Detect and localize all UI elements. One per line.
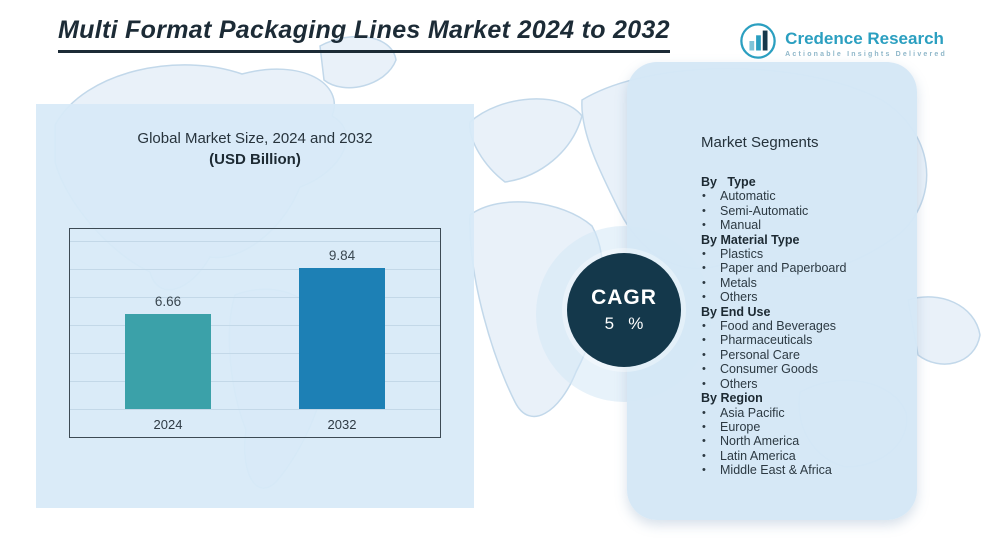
- segment-item-label: Europe: [720, 419, 761, 434]
- bullet-icon: •: [702, 291, 706, 304]
- bar: [299, 268, 385, 409]
- bullet-icon: •: [702, 262, 706, 275]
- segment-item: • Asia Pacific: [701, 406, 897, 420]
- brand-tagline: Actionable Insights Delivered: [785, 50, 947, 58]
- bullet-icon: •: [702, 464, 706, 477]
- page-title: Multi Format Packaging Lines Market 2024…: [58, 16, 670, 53]
- bar-column: 6.66: [125, 294, 211, 409]
- segment-item-label: Paper and Paperboard: [720, 261, 847, 276]
- bar-value-label: 6.66: [154, 294, 182, 309]
- segment-item: • North America: [701, 434, 897, 448]
- bullet-icon: •: [702, 219, 706, 232]
- segment-item: • Personal Care: [701, 348, 897, 362]
- segment-item: • Others: [701, 290, 897, 304]
- segment-item: • Pharmaceuticals: [701, 333, 897, 347]
- segment-item: • Middle East & Africa: [701, 463, 897, 477]
- market-size-panel: Global Market Size, 2024 and 2032 (USD B…: [36, 104, 474, 508]
- bar-chart: 6.66 9.84 2024 2032: [69, 228, 441, 438]
- x-axis-label: 2024: [153, 417, 183, 432]
- x-axis-label: 2032: [327, 417, 357, 432]
- segment-item-label: Personal Care: [720, 347, 800, 362]
- bullet-icon: •: [702, 449, 706, 462]
- chart-title: Global Market Size, 2024 and 2032: [137, 130, 373, 147]
- brand-name: Credence Research: [785, 28, 944, 48]
- segment-item-label: Others: [720, 290, 758, 305]
- bar-chart-logo-icon: [739, 22, 777, 65]
- segment-item-label: Automatic: [720, 189, 776, 204]
- segment-item-label: Asia Pacific: [720, 405, 785, 420]
- x-axis-labels: 2024 2032: [70, 417, 440, 432]
- segment-item: • Food and Beverages: [701, 319, 897, 333]
- bullet-icon: •: [702, 190, 706, 203]
- bullet-icon: •: [702, 435, 706, 448]
- segment-item-label: North America: [720, 434, 800, 449]
- bullet-icon: •: [702, 420, 706, 433]
- segment-item: • Manual: [701, 218, 897, 232]
- cagr-label: CAGR: [591, 286, 657, 309]
- segment-item-label: Semi-Automatic: [720, 203, 809, 218]
- brand-text: Credence Research Actionable Insights De…: [785, 28, 947, 58]
- segment-group-heading: By End Use: [701, 304, 771, 319]
- segment-item: • Europe: [701, 420, 897, 434]
- bullet-icon: •: [702, 276, 706, 289]
- segment-item-label: Latin America: [720, 448, 796, 463]
- cagr-value: 5 %: [604, 314, 644, 333]
- segment-item: • Others: [701, 377, 897, 391]
- segment-item-label: Metals: [720, 275, 757, 290]
- bullet-icon: •: [702, 204, 706, 217]
- bullet-icon: •: [702, 348, 706, 361]
- segment-item: • Metals: [701, 276, 897, 290]
- segment-item-label: Others: [720, 376, 758, 391]
- brand-logo: Credence Research Actionable Insights De…: [739, 22, 947, 65]
- segment-group-heading: By Region: [701, 391, 763, 406]
- segment-item: • Paper and Paperboard: [701, 261, 897, 275]
- segment-item: • Consumer Goods: [701, 362, 897, 376]
- bar-value-label: 9.84: [328, 248, 356, 263]
- segment-item-label: Plastics: [720, 247, 764, 262]
- segment-groups: By Type • Automatic • Semi-Automatic • Manual B…: [701, 175, 897, 478]
- bullet-icon: •: [702, 320, 706, 333]
- segment-group-heading: By Material Type: [701, 232, 800, 247]
- cagr-badge: CAGR 5 %: [567, 253, 681, 367]
- segment-item: • Semi-Automatic: [701, 204, 897, 218]
- chart-subtitle: (USD Billion): [209, 151, 301, 168]
- bullet-icon: •: [702, 363, 706, 376]
- bullet-icon: •: [702, 248, 706, 261]
- segment-item-label: Consumer Goods: [720, 362, 818, 377]
- bullet-icon: •: [702, 406, 706, 419]
- segment-item: • Plastics: [701, 247, 897, 261]
- segment-group-heading: By Type: [701, 175, 756, 189]
- bullet-icon: •: [702, 377, 706, 390]
- bar-plot: 6.66 9.84: [70, 248, 440, 409]
- segment-item-label: Food and Beverages: [720, 319, 837, 334]
- segment-item-label: Pharmaceuticals: [720, 333, 813, 348]
- segment-item: • Latin America: [701, 449, 897, 463]
- segment-item: • Automatic: [701, 189, 897, 203]
- segment-item-label: Middle East & Africa: [720, 463, 832, 478]
- segments-title: Market Segments: [701, 134, 819, 151]
- bar: [125, 314, 211, 409]
- bar-column: 9.84: [299, 248, 385, 409]
- bullet-icon: •: [702, 334, 706, 347]
- segment-item-label: Manual: [720, 218, 761, 233]
